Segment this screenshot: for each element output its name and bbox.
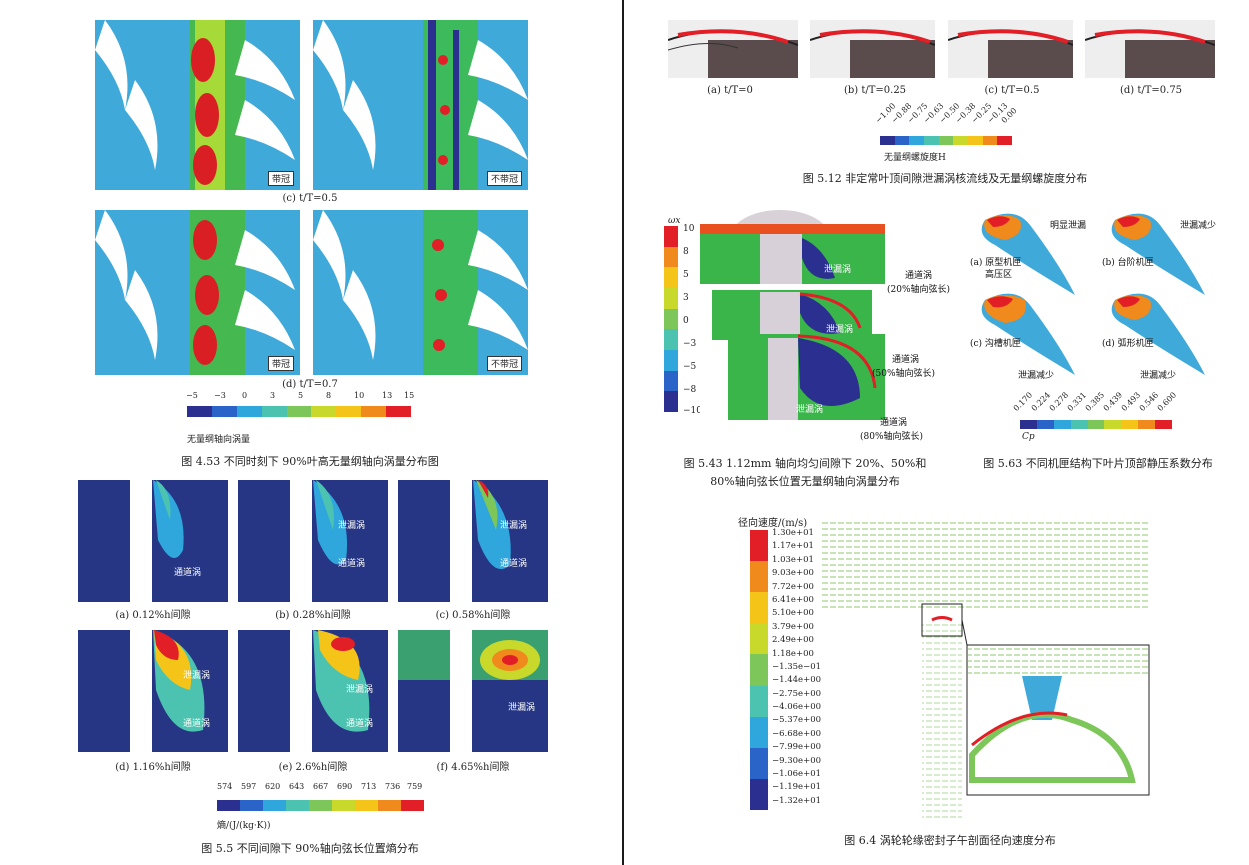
tag-banded: 带冠 — [267, 356, 294, 371]
pressure-label: (b) 台阶机匣 — [1102, 258, 1154, 268]
seal-velocity-field — [822, 520, 1152, 820]
panel-caption: (b) t/T=0.25 — [843, 85, 907, 96]
helicity-panel-a — [668, 20, 798, 78]
panel-caption: (e) 2.6%h间隙 — [278, 762, 348, 773]
panel-caption: (a) 0.12%h间隙 — [115, 610, 191, 621]
tag-unbanded: 不带冠 — [486, 171, 522, 186]
panel-caption: (c) t/T=0.5 — [984, 85, 1040, 96]
vorticity-colorbar — [187, 406, 412, 417]
entropy-scale-ticks: 574 597 620 643 667 690 713 736 759 — [217, 782, 423, 791]
channel-vortex-label: (20%轴向弦长) — [887, 285, 951, 295]
pressure-label: 泄漏减少 — [1180, 221, 1217, 231]
streamline-image — [810, 29, 935, 78]
radial-velocity-values: 1.30e+01 1.17e+01 1.03e+01 9.03e+00 7.72… — [772, 528, 822, 806]
entropy-contour-image — [398, 630, 548, 752]
vorticity-scale-ticks: −5 −3 0 3 5 8 10 13 15 — [186, 391, 415, 400]
book-spine — [622, 0, 624, 865]
streamline-image — [668, 29, 798, 78]
panel-caption: (d) t/T=0.7 — [282, 379, 338, 390]
casing-pressure-plots — [965, 205, 1225, 397]
figure-caption: 图 4.53 不同时刻下 90%叶高无量纲轴向涡量分布图 — [181, 455, 439, 468]
cascade-vorticity-banded-d: 带冠 — [95, 210, 300, 375]
cascade-vorticity-unbanded-c: 不带冠 — [313, 20, 528, 190]
pressure-label: 泄漏减少 — [1140, 371, 1177, 381]
radial-velocity-colorbar — [750, 530, 768, 810]
channel-vortex-label: (80%轴向弦长) — [860, 432, 924, 442]
cp-scale-title: Cp — [1022, 432, 1035, 442]
entropy-contour-image — [130, 480, 184, 602]
cp-colorbar — [1020, 420, 1173, 429]
cascade-blades-image — [313, 210, 528, 375]
pressure-label: 泄漏减少 — [1018, 371, 1055, 381]
vorticity-scale-title: 无量纲轴向涡量 — [187, 435, 251, 445]
cp-scale-ticks: 0.170 0.224 0.278 0.331 0.385 0.439 0.49… — [1011, 390, 1179, 413]
radial-velocity-scale-title: 径向速度/(m/s) — [738, 518, 808, 529]
panel-caption: (d) t/T=0.75 — [1119, 85, 1183, 96]
panel-caption: (c) 0.58%h间隙 — [435, 610, 511, 621]
entropy-panel-b: 泄漏涡 通道涡 — [238, 480, 388, 602]
figure-caption: 图 6.4 涡轮轮缘密封子午剖面径向速度分布 — [844, 834, 1056, 847]
entropy-panel-a: 通道涡 — [78, 480, 228, 602]
panel-caption: (f) 4.65%h间隙 — [436, 762, 510, 773]
entropy-contour-image — [450, 480, 511, 602]
tag-banded: 带冠 — [267, 171, 294, 186]
helicity-panel-c — [948, 20, 1073, 78]
figure-caption: 图 5.12 非定常叶顶间隙泄漏涡核流线及无量纲螺旋度分布 — [802, 172, 1088, 185]
entropy-panel-d: 泄漏涡 通道涡 — [78, 630, 228, 752]
omega-scale-title: ωx — [668, 216, 681, 226]
panel-caption: (c) t/T=0.5 — [282, 193, 338, 204]
channel-vortex-label: 通道涡 — [880, 418, 908, 428]
helicity-colorbar — [880, 136, 1013, 145]
panel-caption: (b) 0.28%h间隙 — [275, 610, 351, 621]
helicity-scale-ticks: −1.00 −0.88 −0.75 −0.63 −0.50 −0.38 −0.2… — [873, 101, 1019, 125]
pressure-label: 高压区 — [985, 270, 1013, 280]
pressure-label: (c) 沟槽机匣 — [970, 339, 1021, 349]
helicity-panel-d — [1085, 20, 1215, 78]
figure-caption: 图 5.63 不同机匣结构下叶片顶部静压系数分布 — [983, 457, 1213, 470]
figure-caption: 80%轴向弦长位置无量纲轴向涡量分布 — [710, 475, 900, 488]
entropy-panel-e: 泄漏涡 通道涡 — [238, 630, 388, 752]
figure-caption: 图 5.5 不同间隙下 90%轴向弦长位置熵分布 — [201, 842, 419, 855]
blade-tip-pressure-image — [981, 213, 1205, 375]
streamline-image — [1085, 29, 1215, 78]
helicity-scale-title: 无量纲螺旋度H — [884, 153, 946, 163]
cascade-vorticity-unbanded-d: 不带冠 — [313, 210, 528, 375]
panel-caption: (d) 1.16%h间隙 — [115, 762, 191, 773]
entropy-panel-f: 泄漏涡 — [398, 630, 548, 752]
omega-scale-ticks: 10 8 5 3 0 −3 −5 −8 −10 — [683, 224, 702, 416]
channel-vortex-label: 通道涡 — [905, 271, 933, 281]
channel-vortex-label: 通道涡 — [892, 355, 920, 365]
channel-vortex-label: (50%轴向弦长) — [872, 369, 936, 379]
entropy-contour-image — [290, 480, 348, 602]
omega-contour-stack: 泄漏涡 泄漏涡 泄漏涡 — [700, 208, 885, 420]
streamline-image — [948, 29, 1073, 78]
cascade-blades-image — [313, 20, 528, 190]
entropy-contour-image — [130, 630, 205, 752]
cascade-blades-image — [95, 210, 295, 375]
helicity-panel-b — [810, 20, 935, 78]
figure-caption: 图 5.43 1.12mm 轴向均匀间隙下 20%、50%和 — [683, 457, 927, 470]
cascade-vorticity-banded-c: 带冠 — [95, 20, 300, 190]
entropy-contour-image — [290, 630, 370, 752]
pressure-label: 明显泄漏 — [1050, 221, 1087, 231]
velocity-vector-image — [822, 522, 1150, 820]
entropy-colorbar — [217, 800, 424, 811]
entropy-panel-c: 泄漏涡 通道涡 — [398, 480, 548, 602]
pressure-label: (d) 弧形机匣 — [1102, 339, 1154, 349]
tag-unbanded: 不带冠 — [486, 356, 522, 371]
omega-contour-image — [700, 210, 885, 420]
panel-caption: (a) t/T=0 — [707, 85, 753, 96]
pressure-label: (a) 原型机匣 — [970, 258, 1022, 268]
entropy-scale-title: 熵/(J/(kg·K)) — [217, 821, 271, 831]
cascade-blades-image — [95, 20, 295, 190]
omega-colorbar — [664, 226, 678, 413]
